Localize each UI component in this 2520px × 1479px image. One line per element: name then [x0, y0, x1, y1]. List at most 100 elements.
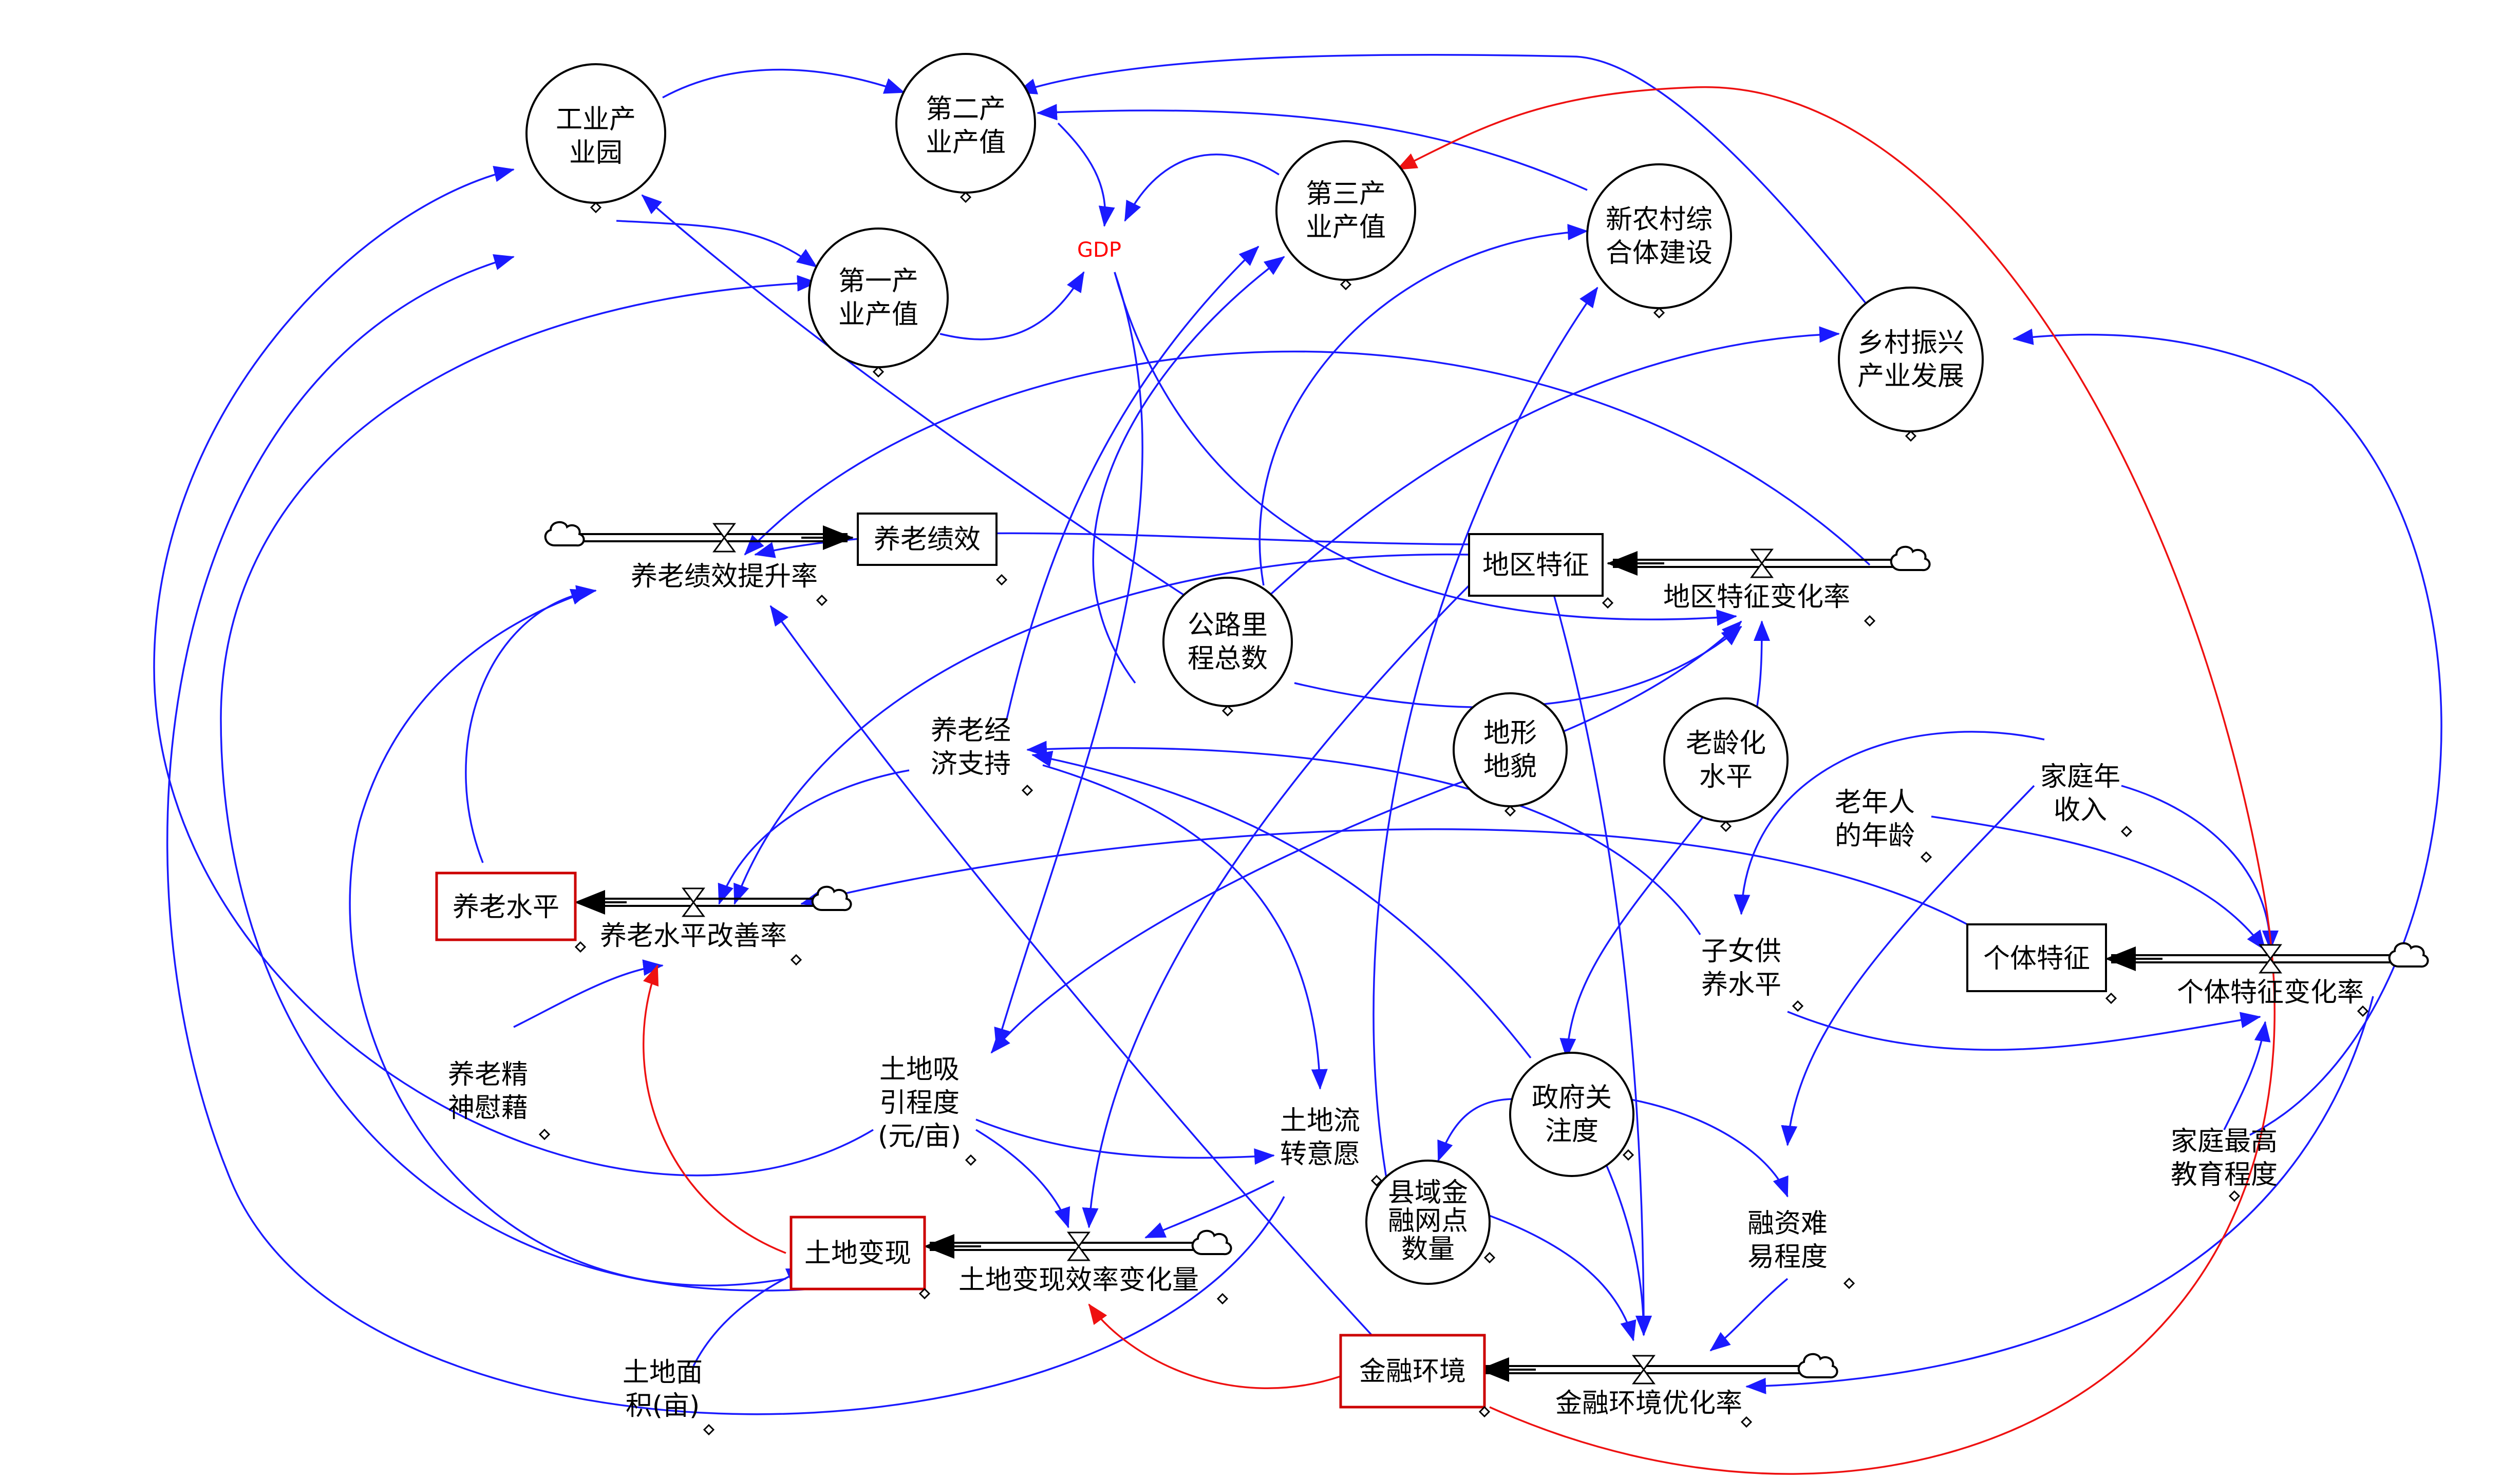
stock-label: 养老绩效	[874, 524, 981, 555]
link-regional-to-finance-rate	[1550, 585, 1652, 1336]
link-regional-to-improve	[734, 553, 1470, 905]
link-econ-support-to-transfer	[1042, 764, 1328, 1090]
node-primary-output[interactable]: 第一产 业产值	[808, 227, 949, 368]
flow-individual-change-rate[interactable]: 个体特征变化率	[2177, 977, 2364, 1008]
link-finance-to-pension-perf	[769, 605, 1378, 1341]
link-finance-to-land-eff-red	[1088, 1303, 1341, 1389]
svg-text:土地流: 土地流	[1280, 1106, 1360, 1136]
svg-text:老龄化: 老龄化	[1686, 728, 1766, 759]
link-industrial-to-secondary	[662, 68, 905, 99]
svg-text:业产值: 业产值	[926, 127, 1006, 158]
link-newrural-to-secondary	[1037, 104, 1588, 191]
svg-text:新农村综: 新农村综	[1606, 204, 1713, 235]
flow-finance-optimize-rate[interactable]: 金融环境优化率	[1555, 1388, 1742, 1419]
svg-text:融资难: 融资难	[1747, 1208, 1828, 1239]
link-county-to-finance-rate	[1479, 1211, 1637, 1341]
flow-pension-perf-rate[interactable]: 养老绩效提升率	[631, 561, 818, 592]
node-tertiary-output[interactable]: 第三产 业产值	[1275, 140, 1416, 281]
aux-pension-spirit[interactable]: 养老精 神慰藉	[448, 1059, 528, 1124]
link-county-to-newrural	[1372, 287, 1598, 1182]
svg-text:养老精: 养老精	[448, 1059, 528, 1090]
aux-land-area[interactable]: 土地面 积(亩)	[623, 1357, 703, 1421]
link-terrain-to-land-attraction	[990, 774, 1480, 1054]
svg-text:地形: 地形	[1483, 718, 1537, 749]
svg-text:易程度: 易程度	[1747, 1242, 1828, 1273]
cloud-icon	[1797, 1353, 1838, 1379]
link-income-to-individual-rate	[2121, 785, 2279, 951]
aux-financing-difficulty[interactable]: 融资难 易程度	[1747, 1208, 1828, 1273]
stock-label: 地区特征	[1482, 550, 1589, 581]
cloud-icon	[811, 886, 852, 912]
gdp-label[interactable]: GDP	[1077, 238, 1121, 262]
flow-valves	[682, 523, 2282, 1385]
stock-individual-features[interactable]	[1966, 923, 2107, 992]
link-econ-support-to-improve	[718, 769, 910, 905]
cloud-icon	[1890, 546, 1931, 572]
flow-pension-improve-rate[interactable]: 养老水平改善率	[600, 921, 787, 952]
node-industrial-park[interactable]: 工业产 业园	[525, 63, 666, 204]
svg-text:政府关: 政府关	[1532, 1083, 1612, 1113]
svg-text:转意愿: 转意愿	[1280, 1139, 1360, 1170]
node-rural-revival[interactable]: 乡村振兴 产业发展	[1838, 287, 1984, 432]
cloud-icon	[2388, 942, 2429, 968]
link-gdp-to-land-attraction	[994, 272, 1143, 1049]
aux-family-income[interactable]: 家庭年 收入	[2040, 762, 2120, 826]
link-spirit-to-improve	[513, 959, 664, 1028]
stock-regional-features[interactable]	[1468, 533, 1604, 597]
valve-icon	[1067, 1231, 1090, 1261]
node-new-rural[interactable]: 新农村综 合体建设	[1586, 163, 1732, 309]
svg-text:第二产: 第二产	[926, 94, 1006, 125]
flow-land-efficiency-change[interactable]: 土地变现效率变化量	[958, 1265, 1199, 1296]
link-primary-to-gdp	[939, 271, 1085, 340]
link-level-to-perf-rate	[465, 585, 597, 863]
svg-text:养老经: 养老经	[931, 715, 1011, 746]
aux-elderly-age[interactable]: 老年人 的年龄	[1835, 787, 1915, 851]
valve-icon	[1632, 1355, 1656, 1385]
stock-pension-performance[interactable]	[857, 513, 998, 566]
link-financing-to-finance-rate	[1709, 1278, 1789, 1352]
link-edu-to-revival	[2013, 328, 2442, 1136]
aux-land-attraction[interactable]: 土地吸 引程度 (元/亩)	[878, 1054, 961, 1152]
link-edu-to-individual-rate	[2223, 1021, 2271, 1130]
link-regional-to-land-eff	[1082, 574, 1480, 1228]
link-highway-to-regional-rate	[1294, 625, 1742, 708]
svg-text:工业产: 工业产	[556, 104, 636, 135]
svg-text:土地面: 土地面	[623, 1357, 703, 1388]
aux-land-transfer[interactable]: 土地流 转意愿	[1280, 1106, 1360, 1170]
link-revival-to-pension-perf	[744, 350, 1871, 566]
svg-text:合体建设: 合体建设	[1606, 238, 1713, 269]
link-highway-to-newrural	[1258, 223, 1588, 586]
svg-text:养水平: 养水平	[1701, 970, 1781, 1000]
node-terrain[interactable]: 地形 地貌	[1453, 692, 1568, 807]
svg-text:土地吸: 土地吸	[879, 1054, 960, 1085]
link-finance-to-tertiary-red	[1396, 86, 2275, 1475]
stock-land-realization[interactable]	[789, 1216, 926, 1291]
link-econ-support-to-tertiary	[1006, 245, 1259, 719]
aux-family-education[interactable]: 家庭最高 教育程度	[2171, 1126, 2278, 1190]
node-secondary-output[interactable]: 第二产 业产值	[895, 53, 1036, 194]
link-gov-to-county	[1437, 1098, 1516, 1162]
stock-label: 个体特征	[1983, 943, 2090, 974]
node-highway[interactable]: 公路里 程总数	[1162, 577, 1293, 707]
svg-text:第三产: 第三产	[1306, 179, 1386, 210]
stock-pension-level[interactable]	[435, 871, 577, 941]
stock-financial-env[interactable]	[1339, 1334, 1486, 1409]
link-gdp-to-regional-rate	[1114, 272, 1737, 626]
node-gov-attention[interactable]: 政府关 注度	[1509, 1052, 1634, 1177]
svg-text:的年龄: 的年龄	[1835, 821, 1915, 851]
svg-text:第一产: 第一产	[838, 266, 918, 297]
aux-child-support[interactable]: 子女供 养水平	[1701, 936, 1781, 1000]
svg-text:乡村振兴: 乡村振兴	[1857, 328, 1964, 358]
link-child-to-individual-rate	[1787, 1011, 2261, 1051]
svg-text:业园: 业园	[569, 138, 623, 168]
node-aging[interactable]: 老龄化 水平	[1663, 697, 1789, 823]
link-gov-to-econ-support	[1031, 750, 1532, 1059]
node-county-finance[interactable]: 县域金 融网点 数量	[1365, 1160, 1491, 1285]
flow-regional-change-rate[interactable]: 地区特征变化率	[1663, 582, 1850, 613]
svg-text:水平: 水平	[1699, 762, 1753, 792]
flow-labels: 养老绩效提升率 地区特征变化率 养老水平改善率 个体特征变化率 土地变现效率变化…	[600, 561, 2364, 1419]
aux-pension-econ-support[interactable]: 养老经 济支持	[931, 715, 1011, 780]
link-attraction-to-land-eff	[975, 1129, 1070, 1228]
variable-handles	[538, 191, 2369, 1436]
